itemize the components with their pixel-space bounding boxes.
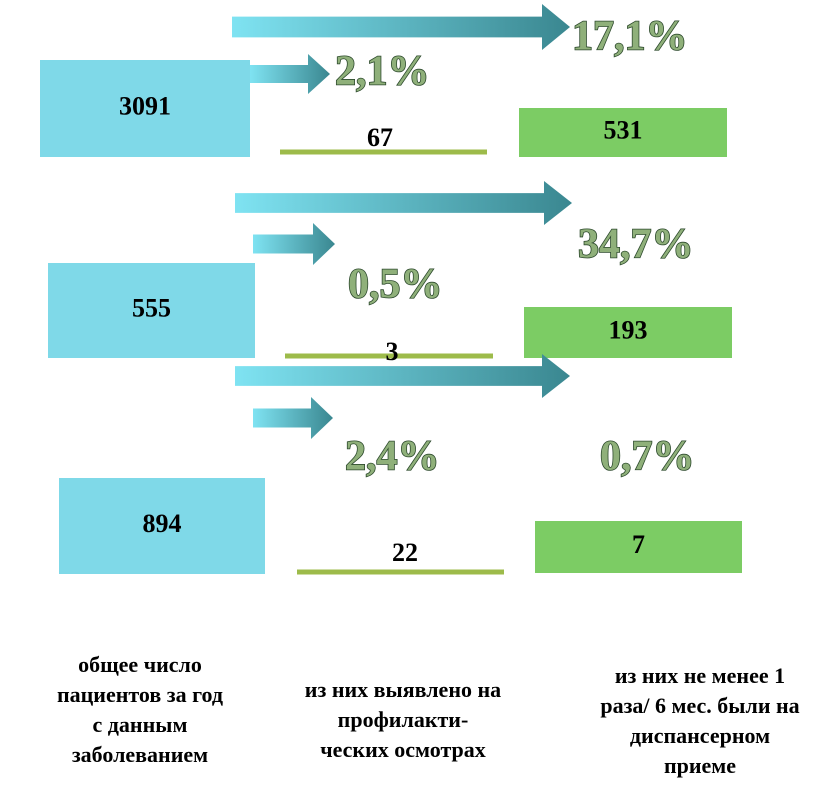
followed-percent: 34,7% <box>578 222 694 268</box>
caption-line: профилакти- <box>338 707 469 732</box>
total-box <box>48 263 255 358</box>
caption-line: из них не менее 1 <box>615 663 785 688</box>
total-value: 555 <box>132 293 171 322</box>
followed-box <box>519 108 727 157</box>
caption-line: приеме <box>664 753 736 778</box>
screened-percent: 0,5% <box>348 262 443 308</box>
total-value: 894 <box>143 509 182 538</box>
caption-line: ческих осмотрах <box>320 737 486 762</box>
caption-line: пациентов за год <box>57 682 223 707</box>
caption-line: с данным <box>93 712 188 737</box>
screened-percent: 2,4% <box>345 434 440 480</box>
followed-box <box>524 307 732 358</box>
caption-line: раза/ 6 мес. были на <box>600 693 799 718</box>
arrow <box>235 354 570 398</box>
total-value: 3091 <box>119 91 171 120</box>
arrow <box>253 397 333 439</box>
followed-value: 7 <box>632 530 645 559</box>
total-box <box>59 478 265 574</box>
screened-value: 3 <box>386 337 399 366</box>
caption-line: заболеванием <box>72 742 208 767</box>
screened-percent: 2,1% <box>335 49 430 95</box>
screened-value: 22 <box>392 538 418 567</box>
total-box <box>40 60 250 157</box>
caption-line: диспансерном <box>630 723 770 748</box>
followed-percent: 17,1% <box>572 14 688 60</box>
arrow <box>250 54 330 94</box>
followed-percent: 0,7% <box>600 434 695 480</box>
screened-value: 67 <box>367 123 393 152</box>
caption-line: из них выявлено на <box>305 677 501 702</box>
followed-value: 531 <box>604 115 643 144</box>
arrow <box>235 181 572 225</box>
followed-value: 193 <box>609 315 648 344</box>
arrow <box>232 4 570 50</box>
caption-line: общее число <box>78 652 202 677</box>
arrow <box>253 223 335 265</box>
followed-box <box>535 521 742 573</box>
